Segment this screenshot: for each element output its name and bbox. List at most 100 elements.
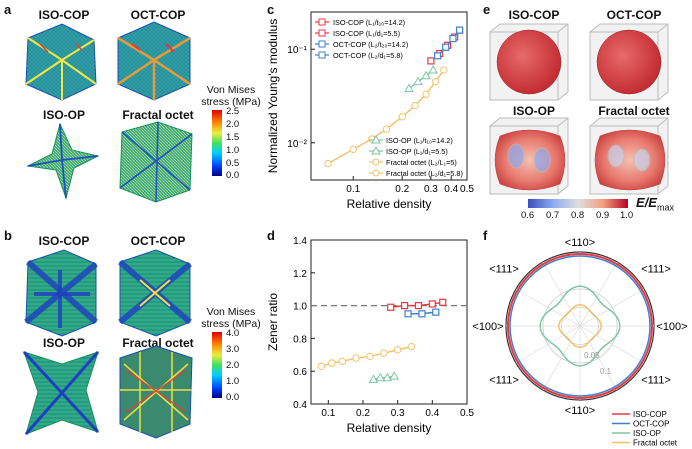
chart-c-ytick-label: 10⁻² — [287, 139, 307, 150]
chart-c-point — [442, 43, 450, 51]
chart-c-point — [449, 34, 457, 43]
chart-c-legend-marker — [318, 51, 326, 59]
iso-cop-structure-b — [24, 249, 98, 337]
chart-f-direction-label: <110> — [565, 237, 595, 249]
iso-cop-surface — [489, 23, 569, 101]
chart-d-xtick-label: 0.1 — [321, 408, 335, 419]
chart-f-direction-label: <110> — [565, 405, 595, 417]
chart-d-xlabel: Relative density — [347, 421, 432, 435]
chart-c-frame — [310, 11, 468, 181]
chart-c-legend-text: ISO-COP (L₁/d₁=5.5) — [333, 29, 400, 38]
chart-d-point — [401, 301, 409, 310]
chart-c-legend-text: ISO-OP (L₁/t₁₀=14.2) — [386, 136, 453, 145]
fractal-octet-surface — [589, 117, 669, 195]
chart-c-legend-text: OCT-COP (L₂/t₂₀=14.2) — [333, 40, 408, 49]
colorbar-e-tick-1: 0.7 — [546, 210, 560, 221]
chart-c-point — [434, 52, 442, 60]
label-oct-cop-a: OCT-COP — [130, 8, 186, 22]
chart-c-point — [413, 76, 423, 86]
chart-d-point — [428, 300, 436, 308]
chart-c-legend-text: ISO-OP (L₁/d₁=5.5) — [386, 147, 448, 156]
chart-d-ytick-label: 0.6 — [293, 367, 307, 378]
colorbar-e-label: E/Emax — [636, 195, 674, 213]
chart-d-point — [389, 371, 400, 380]
chart-f-direction-label: <100> — [656, 321, 687, 333]
chart-c-ytick-label: 10⁻¹ — [287, 45, 307, 56]
chart-d: 0.1 0.2 0.3 0.4 0.5 0.4 0.6 0.8 1.0 1.2 1.4 Relativ… — [266, 236, 474, 435]
panel-a-structures — [25, 21, 193, 203]
chart-f-radial-tick: 0.1 — [600, 367, 612, 376]
chart-c-xtick-label: 0.1 — [346, 184, 360, 195]
chart-c-legend-marker — [318, 29, 326, 37]
chart-d-point — [380, 349, 388, 357]
colorbar-e-tick-2: 0.8 — [571, 210, 585, 221]
chart-c-legend-text: ISO-COP (L₁/t₁₀=14.2) — [333, 18, 405, 27]
chart-c-point — [440, 66, 448, 74]
chart-f-grid-spoke — [515, 288, 645, 364]
fractal-octet-structure-a — [119, 121, 193, 203]
iso-cop-structure-a — [25, 23, 97, 101]
chart-d-point — [317, 362, 326, 370]
colorbar-b-tick-0: 4.0 — [226, 328, 240, 339]
chart-c: 0.1 0.2 0.3 0.4 0.5 10⁻² 10⁻¹ Relative density N… — [266, 11, 474, 211]
fractal-octet-structure-b — [119, 345, 193, 439]
chart-d-point — [328, 359, 336, 367]
chart-d-ytick-label: 1.4 — [293, 236, 307, 247]
label-iso-op-a: ISO-OP — [42, 108, 85, 122]
chart-c-legend-text: OCT-COP (L₂/d₁=5.8) — [333, 51, 403, 60]
chart-c-xtick-label: 0.3 — [424, 184, 438, 195]
chart-c-point — [427, 57, 435, 65]
chart-d-xtick-label: 0.5 — [460, 408, 474, 419]
chart-d-point — [393, 346, 402, 354]
label-iso-op-b: ISO-OP — [42, 336, 85, 350]
chart-f-direction-label: <111> — [489, 264, 519, 276]
panel-label-c: c — [267, 2, 275, 17]
colorbar-b-tick-2: 2.0 — [226, 360, 240, 371]
chart-c-series-line — [437, 29, 461, 57]
label-iso-op-e: ISO-OP — [512, 104, 555, 118]
colorbar-b — [212, 332, 222, 398]
colorbar-a-tick-4: 0.5 — [226, 158, 240, 169]
label-oct-cop-e: OCT-COP — [606, 8, 662, 22]
chart-f: 0.050.1 <110> <111> <100> <111> <110> <111> <10… — [472, 237, 687, 448]
chart-d-ytick-label: 1.0 — [293, 302, 307, 313]
chart-c-xtick-label: 0.5 — [460, 184, 474, 195]
colorbar-e-label-sub: max — [656, 202, 674, 213]
chart-c-point — [428, 64, 439, 74]
chart-c-point — [382, 125, 391, 133]
chart-c-legend-text: Fractal octet (L₂/d₁=5.8) — [386, 169, 463, 178]
chart-d-point — [414, 301, 423, 310]
chart-d-point — [338, 357, 346, 366]
chart-f-curve-iso-op — [539, 285, 621, 367]
colorbar-a-tick-0: 2.5 — [226, 106, 240, 117]
chart-c-xtick-label: 0.2 — [395, 184, 409, 195]
chart-d-point — [432, 308, 440, 316]
chart-d-frame — [310, 239, 468, 405]
chart-c-legend-marker — [371, 134, 381, 144]
chart-f-legend-text: OCT-COP — [633, 420, 669, 429]
iso-op-surface — [489, 117, 569, 195]
chart-d-ytick-label: 1.2 — [293, 269, 307, 280]
chart-c-point — [421, 70, 431, 80]
chart-d-point — [407, 342, 416, 351]
chart-d-xtick-label: 0.2 — [356, 408, 370, 419]
oct-cop-structure-b — [118, 249, 192, 337]
colorbar-a-title-line1: Von Mises — [206, 84, 256, 96]
colorbar-a — [212, 110, 222, 176]
label-fractal-a: Fractal octet — [122, 108, 194, 122]
chart-d-point — [366, 352, 374, 361]
chart-c-legend-marker — [318, 40, 326, 48]
colorbar-b-title-line1: Von Mises — [206, 306, 256, 318]
chart-f-direction-label: <100> — [472, 321, 503, 333]
chart-d-point — [418, 310, 426, 318]
chart-d-point — [404, 310, 412, 318]
chart-c-point — [422, 90, 430, 98]
colorbar-e-tick-4: 1.0 — [620, 210, 634, 221]
panel-label-e: e — [483, 2, 491, 17]
panel-label-f: f — [483, 228, 488, 243]
chart-d-point — [439, 298, 447, 306]
iso-op-structure-b — [22, 350, 100, 435]
colorbar-b-tick-1: 3.0 — [226, 344, 240, 355]
chart-c-point — [404, 83, 414, 93]
chart-f-direction-label: <111> — [641, 264, 671, 276]
